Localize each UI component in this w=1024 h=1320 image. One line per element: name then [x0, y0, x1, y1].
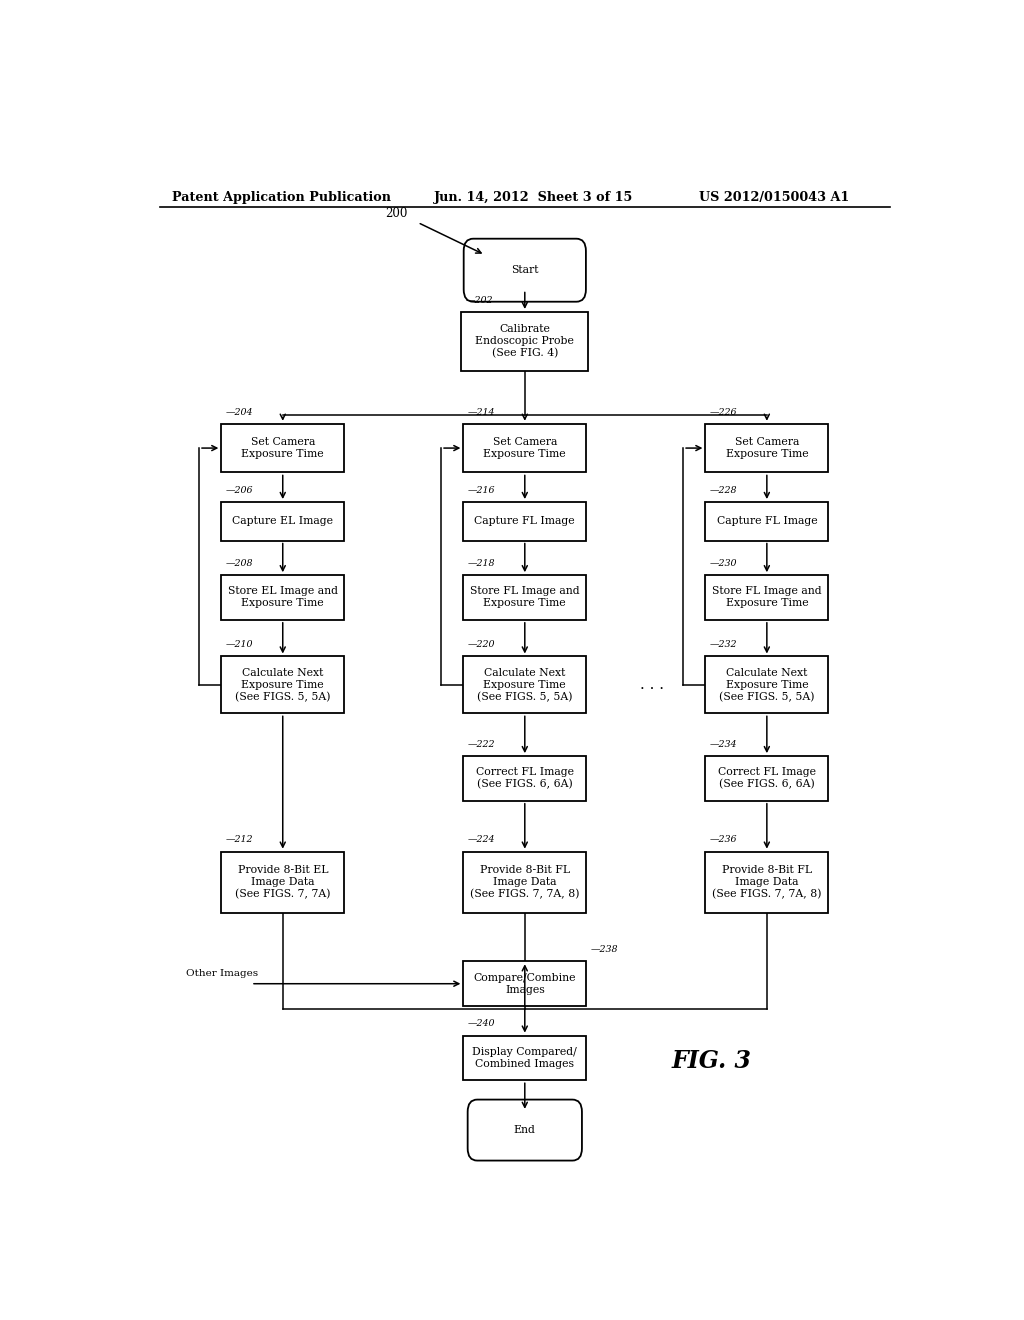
Text: Store EL Image and
Exposure Time: Store EL Image and Exposure Time [227, 586, 338, 609]
Text: Set Camera
Exposure Time: Set Camera Exposure Time [726, 437, 808, 459]
FancyBboxPatch shape [706, 424, 828, 473]
FancyBboxPatch shape [221, 851, 344, 912]
Text: End: End [514, 1125, 536, 1135]
Text: —206: —206 [226, 486, 254, 495]
FancyBboxPatch shape [221, 656, 344, 713]
FancyBboxPatch shape [706, 851, 828, 912]
Text: —226: —226 [710, 408, 737, 417]
FancyBboxPatch shape [221, 576, 344, 620]
FancyBboxPatch shape [468, 1100, 582, 1160]
FancyBboxPatch shape [706, 576, 828, 620]
Text: —236: —236 [710, 836, 737, 845]
FancyBboxPatch shape [461, 312, 588, 371]
Text: —238: —238 [591, 945, 618, 954]
Text: Display Compared/
Combined Images: Display Compared/ Combined Images [472, 1047, 578, 1069]
Text: Capture EL Image: Capture EL Image [232, 516, 333, 527]
FancyBboxPatch shape [463, 851, 587, 912]
Text: —240: —240 [468, 1019, 496, 1028]
Text: Correct FL Image
(See FIGS. 6, 6A): Correct FL Image (See FIGS. 6, 6A) [718, 767, 816, 789]
Text: Calculate Next
Exposure Time
(See FIGS. 5, 5A): Calculate Next Exposure Time (See FIGS. … [234, 668, 331, 702]
Text: —220: —220 [468, 640, 496, 649]
Text: FIG. 3: FIG. 3 [672, 1049, 752, 1073]
Text: US 2012/0150043 A1: US 2012/0150043 A1 [699, 191, 850, 205]
Text: —202: —202 [466, 296, 494, 305]
FancyBboxPatch shape [463, 1036, 587, 1080]
Text: Patent Application Publication: Patent Application Publication [172, 191, 390, 205]
Text: Correct FL Image
(See FIGS. 6, 6A): Correct FL Image (See FIGS. 6, 6A) [476, 767, 573, 789]
Text: Jun. 14, 2012  Sheet 3 of 15: Jun. 14, 2012 Sheet 3 of 15 [433, 191, 633, 205]
Text: Calibrate
Endoscopic Probe
(See FIG. 4): Calibrate Endoscopic Probe (See FIG. 4) [475, 325, 574, 359]
Text: Compare/Combine
Images: Compare/Combine Images [473, 973, 577, 995]
Text: Other Images: Other Images [185, 969, 258, 978]
FancyBboxPatch shape [464, 239, 586, 302]
Text: Calculate Next
Exposure Time
(See FIGS. 5, 5A): Calculate Next Exposure Time (See FIGS. … [719, 668, 815, 702]
Text: —212: —212 [226, 836, 254, 845]
Text: —234: —234 [710, 741, 737, 748]
Text: Capture FL Image: Capture FL Image [474, 516, 575, 527]
Text: Provide 8-Bit FL
Image Data
(See FIGS. 7, 7A, 8): Provide 8-Bit FL Image Data (See FIGS. 7… [470, 865, 580, 899]
Text: Provide 8-Bit FL
Image Data
(See FIGS. 7, 7A, 8): Provide 8-Bit FL Image Data (See FIGS. 7… [712, 865, 821, 899]
Text: —224: —224 [468, 836, 496, 845]
Text: —230: —230 [710, 558, 737, 568]
Text: . . .: . . . [640, 678, 664, 692]
FancyBboxPatch shape [463, 502, 587, 541]
Text: Calculate Next
Exposure Time
(See FIGS. 5, 5A): Calculate Next Exposure Time (See FIGS. … [477, 668, 572, 702]
FancyBboxPatch shape [463, 756, 587, 801]
Text: —204: —204 [226, 408, 254, 417]
FancyBboxPatch shape [706, 756, 828, 801]
Text: —218: —218 [468, 558, 496, 568]
Text: Start: Start [511, 265, 539, 275]
Text: Provide 8-Bit EL
Image Data
(See FIGS. 7, 7A): Provide 8-Bit EL Image Data (See FIGS. 7… [234, 865, 331, 899]
Text: —228: —228 [710, 486, 737, 495]
FancyBboxPatch shape [463, 656, 587, 713]
Text: 200: 200 [385, 207, 408, 220]
Text: Set Camera
Exposure Time: Set Camera Exposure Time [483, 437, 566, 459]
FancyBboxPatch shape [463, 424, 587, 473]
Text: —222: —222 [468, 741, 496, 748]
Text: —232: —232 [710, 640, 737, 649]
Text: Set Camera
Exposure Time: Set Camera Exposure Time [242, 437, 324, 459]
FancyBboxPatch shape [221, 502, 344, 541]
FancyBboxPatch shape [221, 424, 344, 473]
FancyBboxPatch shape [706, 656, 828, 713]
Text: —208: —208 [226, 558, 254, 568]
FancyBboxPatch shape [706, 502, 828, 541]
Text: —210: —210 [226, 640, 254, 649]
FancyBboxPatch shape [463, 961, 587, 1006]
Text: Store FL Image and
Exposure Time: Store FL Image and Exposure Time [470, 586, 580, 609]
Text: Capture FL Image: Capture FL Image [717, 516, 817, 527]
Text: —214: —214 [468, 408, 496, 417]
Text: —216: —216 [468, 486, 496, 495]
FancyBboxPatch shape [463, 576, 587, 620]
Text: Store FL Image and
Exposure Time: Store FL Image and Exposure Time [712, 586, 821, 609]
